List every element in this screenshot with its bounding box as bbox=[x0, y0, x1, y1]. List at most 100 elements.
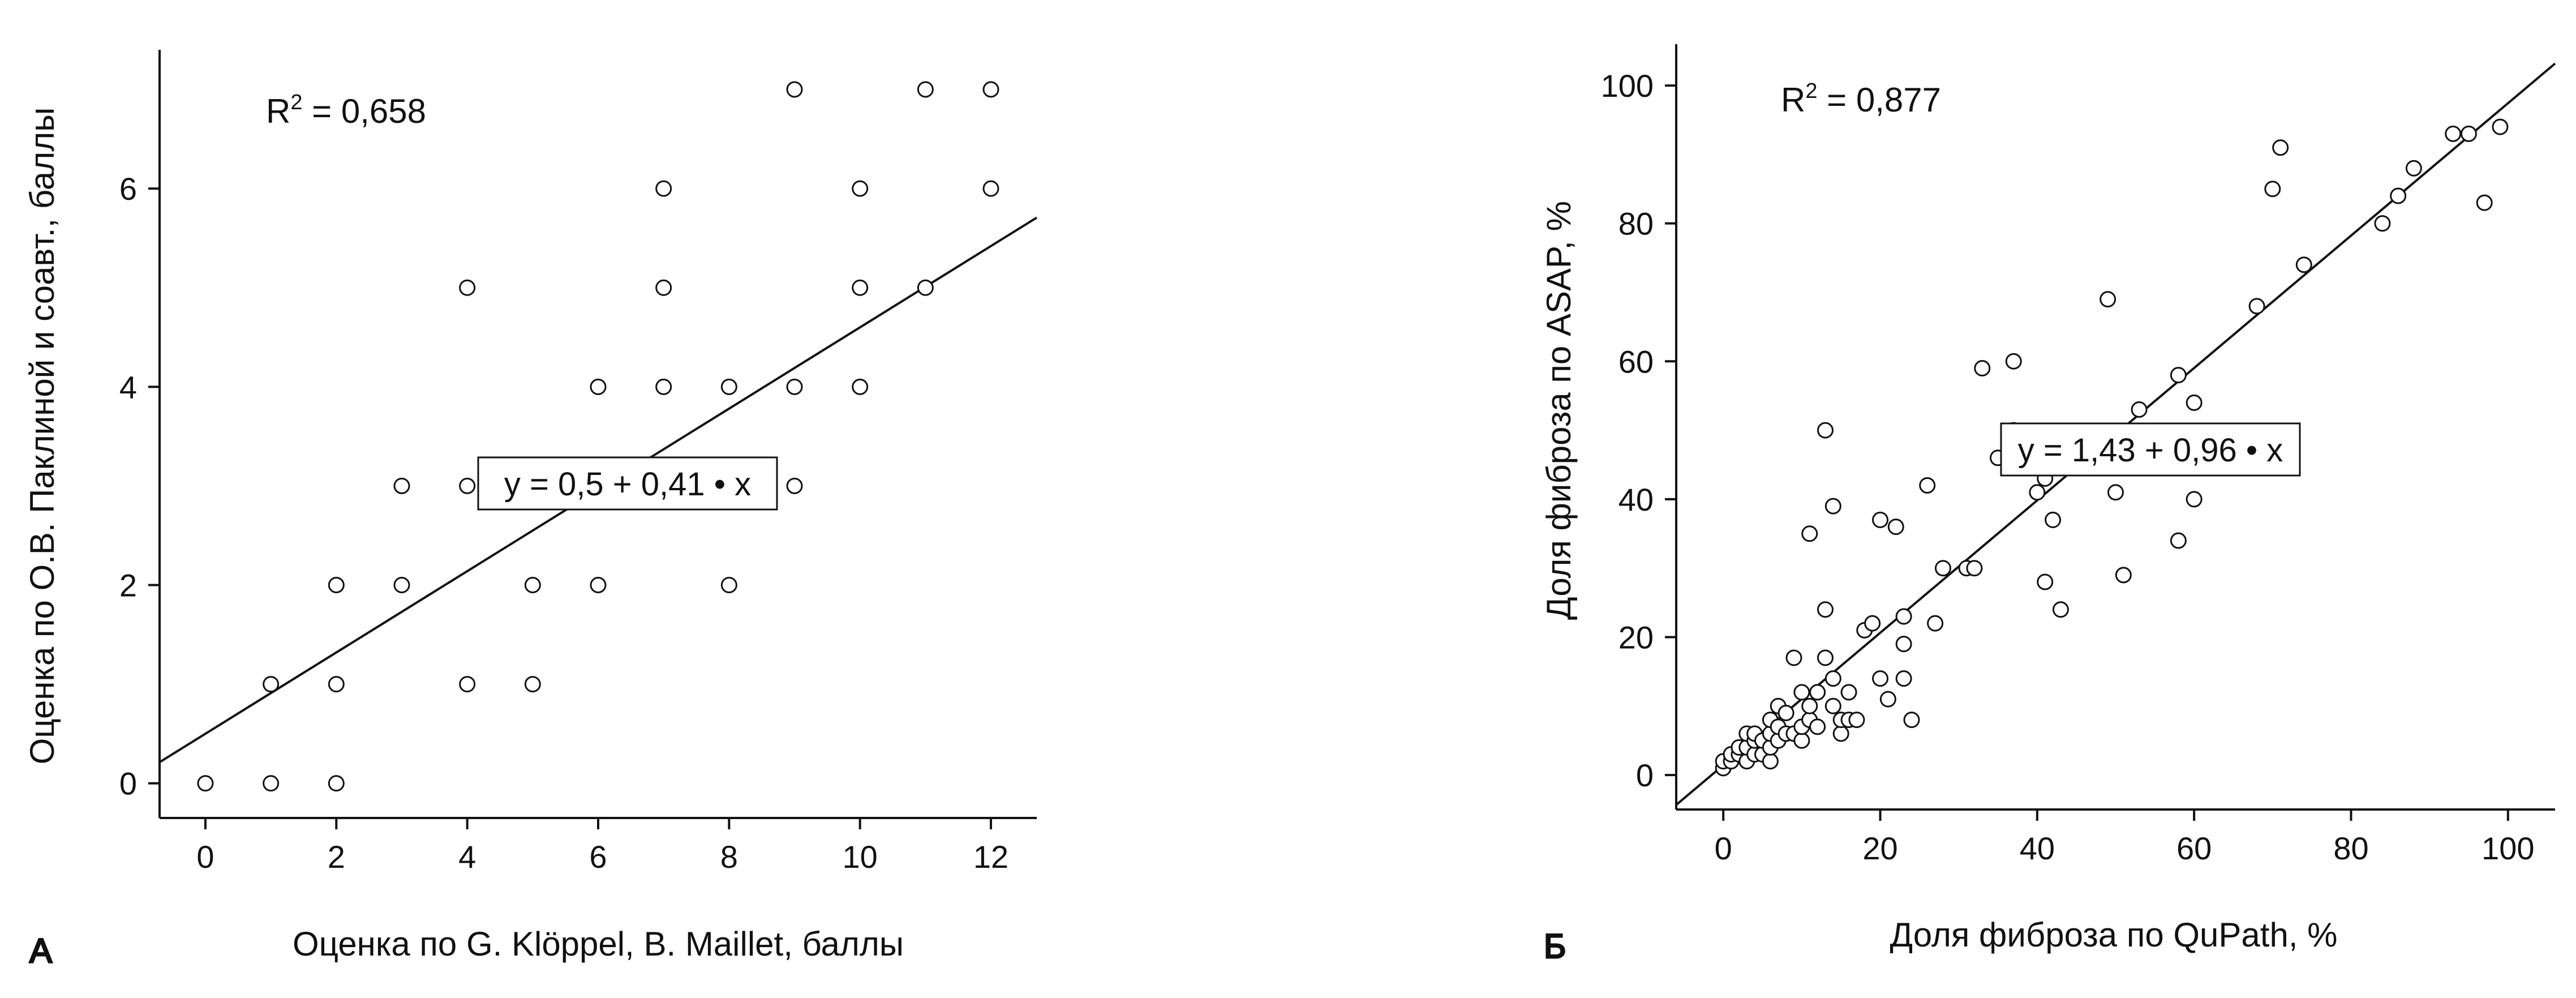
panel-b-data-point bbox=[1762, 753, 1779, 770]
panel-a-points bbox=[197, 81, 999, 792]
panel-b-r2: R2 = 0,877 bbox=[1781, 79, 1941, 119]
panel-b-data-point bbox=[2445, 125, 2462, 142]
panel-b-y-tick-label: 80 bbox=[1618, 206, 1654, 242]
panel-b-data-point bbox=[2272, 139, 2289, 156]
panel-b-x-tick-label: 60 bbox=[2176, 830, 2212, 866]
panel-b-data-point bbox=[1817, 601, 1834, 618]
panel-a-data-point bbox=[459, 676, 476, 693]
panel-b-data-point bbox=[1895, 608, 1912, 625]
panel-b-data-point bbox=[2476, 194, 2493, 211]
panel-b-x-tick-label: 80 bbox=[2333, 830, 2368, 866]
panel-b-y-tick-label: 40 bbox=[1618, 482, 1654, 517]
panel-b-y-tick-label: 60 bbox=[1618, 344, 1654, 379]
panel-b-data-point bbox=[1778, 704, 1794, 721]
panel-b-data-point bbox=[1824, 498, 1841, 515]
panel-b-data-point bbox=[1793, 732, 1810, 749]
panel-a-data-point bbox=[852, 180, 869, 197]
panel-a-x-tick-label: 6 bbox=[589, 839, 607, 875]
panel-a-y-tick-label: 4 bbox=[119, 369, 137, 405]
panel-b-data-point bbox=[2170, 532, 2187, 549]
panel-b-data-point bbox=[1809, 684, 1826, 701]
panel-b-data-point bbox=[2186, 394, 2203, 411]
panel-a-data-point bbox=[917, 81, 934, 98]
panel-b-data-point bbox=[1848, 712, 1865, 729]
panel-a-data-point bbox=[393, 577, 410, 594]
panel-a-x-label: Оценка по G. Klöppel, B. Maillet, баллы bbox=[293, 925, 904, 963]
panel-b-data-point bbox=[2107, 484, 2124, 501]
panel-b-data-point bbox=[2460, 125, 2477, 142]
panel-a-data-point bbox=[263, 676, 280, 693]
panel-b-data-point bbox=[1801, 525, 1818, 542]
panel-b-y-tick-label: 100 bbox=[1601, 68, 1654, 104]
panel-b-y-label: Доля фиброза по ASAP, % bbox=[1540, 201, 1578, 620]
panel-b-data-point bbox=[2374, 215, 2391, 232]
panel-a-data-point bbox=[393, 477, 410, 494]
panel-b-data-point bbox=[2390, 187, 2407, 204]
panel-b-y-ticks: 0 20 40 60 80 100 bbox=[1601, 68, 1676, 793]
panel-b-equation: y = 1,43 + 0,96 • x bbox=[2018, 432, 2283, 469]
panel-b-x-label: Доля фиброза по QuPath, % bbox=[1890, 916, 2337, 954]
panel-a-y-tick-label: 2 bbox=[119, 568, 137, 603]
panel-a-data-point bbox=[328, 775, 345, 792]
panel-b-data-point bbox=[2100, 291, 2116, 308]
panel-a-data-point bbox=[263, 775, 280, 792]
panel-b-data-point bbox=[1785, 649, 1802, 666]
panel-b-equation-box bbox=[2000, 422, 2301, 477]
panel-b-x-tick-label: 40 bbox=[2020, 830, 2055, 866]
panel-b-data-point bbox=[2005, 353, 2022, 370]
panel-b-data-point bbox=[1966, 560, 1983, 577]
panel-b-data-point bbox=[2029, 484, 2046, 501]
panel-a-x-tick-label: 0 bbox=[196, 839, 214, 875]
panel-b-data-point bbox=[2492, 118, 2509, 135]
panel-a-x-tick-label: 2 bbox=[328, 839, 345, 875]
panel-b-data-point bbox=[2115, 567, 2132, 584]
panel-b-data-point bbox=[2052, 601, 2069, 618]
panel-a-data-point bbox=[459, 477, 476, 494]
panel-a-data-point bbox=[786, 81, 803, 98]
panel-a-x-tick-label: 12 bbox=[973, 839, 1008, 875]
panel-a-data-point bbox=[720, 378, 737, 395]
panel-b-data-point bbox=[1824, 670, 1841, 687]
panel-a-data-point bbox=[655, 180, 672, 197]
panel-a-x-tick-label: 10 bbox=[843, 839, 878, 875]
panel-b-points bbox=[1715, 118, 2509, 777]
panel-b-data-point bbox=[2186, 491, 2203, 508]
panel-b-data-point bbox=[1824, 697, 1841, 714]
panel-a-x-ticks: 0 2 4 6 8 10 12 bbox=[196, 818, 1008, 875]
panel-b-y-tick-label: 0 bbox=[1636, 757, 1654, 793]
panel-a-data-point bbox=[655, 279, 672, 296]
panel-a-data-point bbox=[328, 676, 345, 693]
panel-b-data-point bbox=[1809, 718, 1826, 735]
panel-b-data-point bbox=[1832, 725, 1849, 742]
panel-a-data-point bbox=[197, 775, 214, 792]
panel-b-data-point bbox=[1927, 615, 1944, 632]
panel-a-data-point bbox=[852, 378, 869, 395]
panel-b-data-point bbox=[1887, 519, 1904, 536]
panel-a-data-point bbox=[786, 477, 803, 494]
panel-b-data-point bbox=[1872, 670, 1889, 687]
panel-a-data-point bbox=[590, 378, 607, 395]
panel-a-y-tick-label: 6 bbox=[119, 171, 137, 207]
panel-b-data-point bbox=[2405, 160, 2422, 177]
panel-b-data-point bbox=[1801, 697, 1818, 714]
panel-b-data-point bbox=[1793, 684, 1810, 701]
panel-a-chart: 0 2 4 6 8 10 12 0 2 4 6 R2 = 0,658 y = 0,5 + 0,41… bbox=[23, 50, 1038, 971]
panel-a-data-point bbox=[852, 279, 869, 296]
panel-b-data-point bbox=[1895, 670, 1912, 687]
panel-a-equation: y = 0,5 + 0,41 • x bbox=[504, 466, 751, 503]
panel-a-data-point bbox=[655, 378, 672, 395]
panel-b-data-point bbox=[1864, 615, 1881, 632]
panel-b-x-ticks: 0 20 40 60 80 100 bbox=[1715, 809, 2535, 866]
panel-a-r2: R2 = 0,658 bbox=[266, 91, 426, 130]
panel-a-x-tick-label: 8 bbox=[720, 839, 738, 875]
panel-b-data-point bbox=[2045, 511, 2062, 528]
panel-b-data-point bbox=[1934, 560, 1951, 577]
panel-b-chart: 0 20 40 60 80 100 0 20 40 60 80 100 R2 = 0,877 y =… bbox=[1540, 44, 2556, 966]
panel-b-data-point bbox=[2037, 573, 2054, 590]
panel-b-data-point bbox=[2131, 401, 2148, 418]
panel-b-data-point bbox=[2248, 298, 2265, 315]
panel-b-x-tick-label: 100 bbox=[2481, 830, 2534, 866]
panel-b-data-point bbox=[1919, 477, 1936, 494]
